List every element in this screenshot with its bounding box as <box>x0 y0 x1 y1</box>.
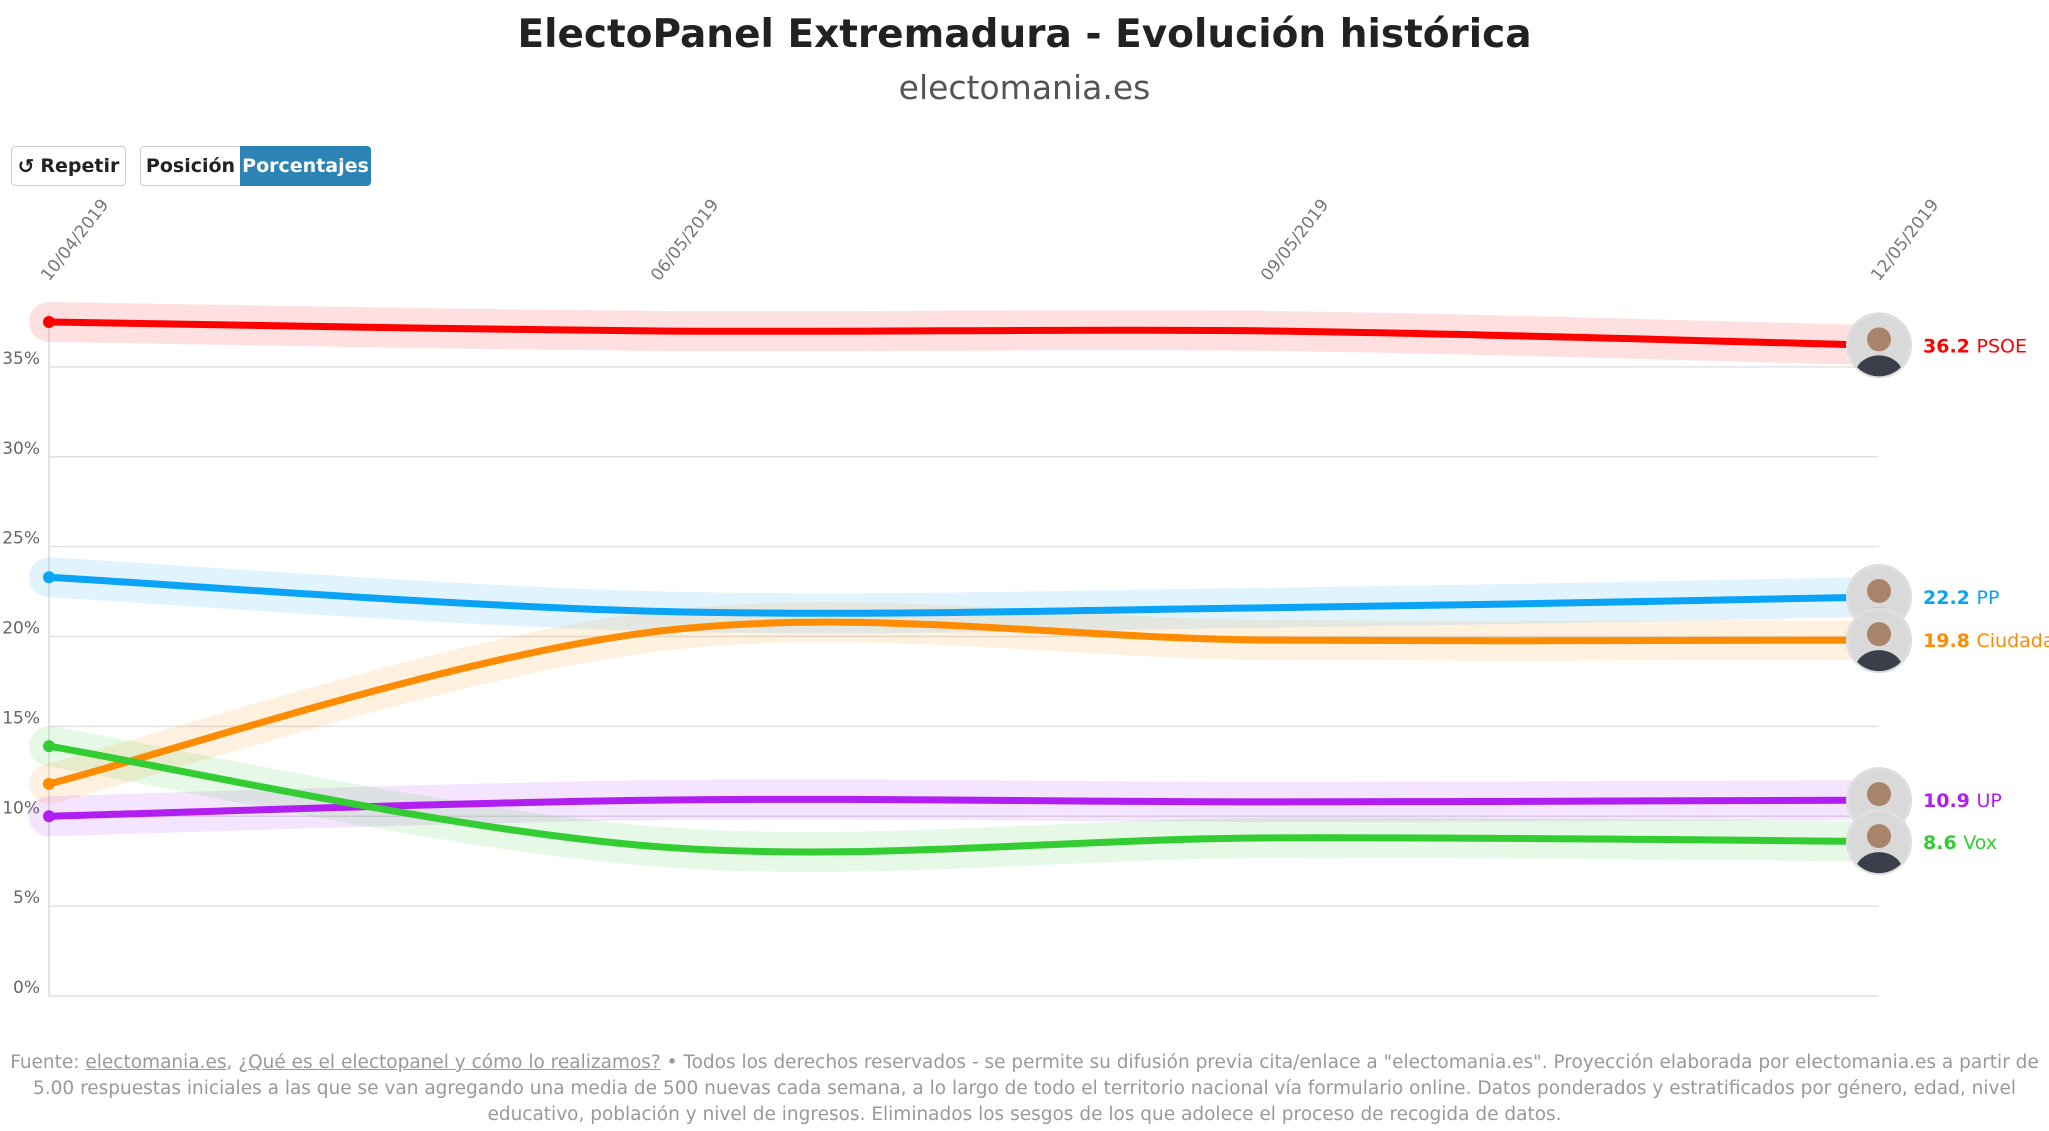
series-start-point <box>43 740 55 753</box>
x-tick-label: 12/05/2019 <box>1867 196 1943 286</box>
candidate-avatar <box>1846 809 1912 876</box>
x-tick-label: 09/05/2019 <box>1257 196 1333 286</box>
percentages-label: Porcentajes <box>242 155 369 177</box>
y-tick-label: 15% <box>2 708 40 728</box>
series-start-point <box>43 810 55 823</box>
y-axis: 0% 5% 10% 15% 20% 25% 30% 35% <box>2 313 50 998</box>
y-tick-label: 5% <box>13 888 40 908</box>
repeat-button[interactable]: ↺ Repetir <box>11 146 126 186</box>
series-end-name: Vox <box>1963 832 1997 854</box>
line-chart: 0% 5% 10% 15% 20% 25% 30% 35% 10/04/2019 06/05/2… <box>2 196 2049 998</box>
y-tick-label: 30% <box>2 439 40 459</box>
series-line <box>45 795 1883 820</box>
x-tick-label: 10/04/2019 <box>37 196 113 286</box>
replay-icon: ↺ <box>17 154 35 178</box>
series-end-value: 10.9 <box>1923 790 1977 812</box>
position-toggle-button[interactable]: Posición <box>140 146 241 186</box>
series-end-label: 8.6 Vox <box>1923 832 1997 854</box>
percentages-toggle-button[interactable]: Porcentajes <box>240 146 371 186</box>
uncertainty-bands <box>29 301 1899 872</box>
x-axis: 10/04/2019 06/05/2019 09/05/2019 12/05/2019 <box>37 196 1943 286</box>
series-lines <box>45 318 1883 856</box>
series-line <box>45 573 1883 617</box>
candidate-avatar <box>1846 607 1912 674</box>
y-tick-label: 10% <box>2 798 40 818</box>
footer: Fuente: electomania.es, ¿Qué es el elect… <box>0 1050 2049 1128</box>
footer-prefix: Fuente: <box>10 1052 86 1073</box>
position-label: Posición <box>145 155 236 177</box>
x-tick-label: 06/05/2019 <box>647 196 723 286</box>
y-tick-label: 0% <box>13 978 40 998</box>
series-start-point <box>43 777 55 790</box>
series-end-value: 19.8 <box>1923 630 1977 652</box>
series-end-name: PP <box>1977 587 2000 609</box>
footer-sep: , <box>226 1052 239 1073</box>
footer-text: • Todos los derechos reservados - se per… <box>33 1052 2039 1125</box>
electomania-link[interactable]: electomania.es <box>85 1052 227 1073</box>
electopanel-info-link[interactable]: ¿Qué es el electopanel y cómo lo realiza… <box>238 1052 661 1073</box>
candidate-avatar <box>1846 312 1912 379</box>
grid <box>49 366 1879 997</box>
chart-subtitle: electomania.es <box>898 68 1151 107</box>
series-end-label: 36.2 PSOE <box>1923 335 2027 357</box>
series-line <box>45 318 1883 349</box>
series-end-value: 22.2 <box>1923 587 1977 609</box>
series-line <box>45 742 1883 856</box>
y-tick-label: 20% <box>2 619 40 639</box>
series-end-value: 36.2 <box>1923 335 1977 357</box>
series-end-name: Ciudadan <box>1977 630 2049 652</box>
series-end-label: 22.2 PP <box>1923 587 1999 609</box>
series-end-label: 10.9 UP <box>1923 790 2002 812</box>
series-start-point <box>43 571 55 584</box>
series-end-name: UP <box>1977 790 2002 812</box>
series-end-value: 8.6 <box>1923 832 1963 854</box>
series-end-label: 19.8 Ciudadan <box>1923 630 2049 652</box>
chart-title: ElectoPanel Extremadura - Evolución hist… <box>517 12 1532 57</box>
series-line <box>45 618 1883 788</box>
y-tick-label: 25% <box>2 529 40 549</box>
repeat-label: Repetir <box>40 155 120 177</box>
series-end-name: PSOE <box>1977 335 2027 357</box>
series-start-point <box>43 315 55 328</box>
y-tick-label: 35% <box>2 349 40 369</box>
